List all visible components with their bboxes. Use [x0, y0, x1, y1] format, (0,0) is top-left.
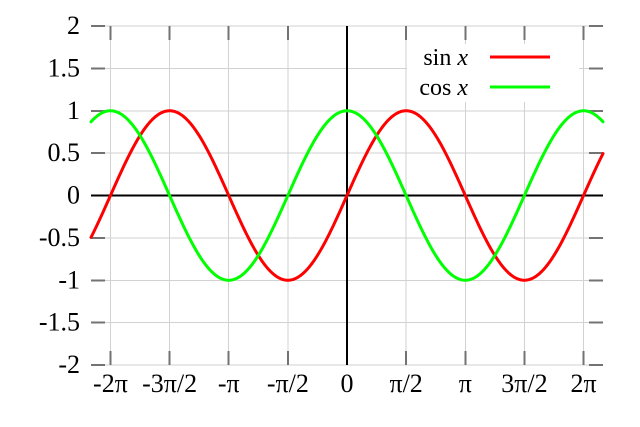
x-tick-label: 0 — [341, 369, 354, 398]
y-tick-label: -2 — [58, 350, 80, 379]
x-tick-label: 3π/2 — [501, 369, 547, 398]
y-tick-label: -1.5 — [39, 308, 80, 337]
y-tick-label: 0.5 — [48, 138, 81, 167]
y-tick-label: 1 — [67, 96, 80, 125]
x-tick-label: -π — [218, 369, 240, 398]
y-tick-label: -0.5 — [39, 223, 80, 252]
curves-layer — [89, 109, 605, 282]
x-tick-label: π — [459, 369, 472, 398]
legend-label-sin: sin x — [423, 45, 468, 71]
legend-background — [407, 44, 579, 102]
x-tick-label: -3π/2 — [142, 369, 197, 398]
legend-label-cos: cos x — [419, 75, 468, 101]
cos-curve — [89, 109, 605, 282]
y-tick-label: 0 — [67, 181, 80, 210]
tick-labels-layer: -2π -3π/2 -π -π/2 0 π/2 π 3π/2 2π -2 -1.5 -1 -0.5 0 0.… — [39, 11, 597, 398]
x-tick-label: -π/2 — [267, 369, 309, 398]
x-tick-label: π/2 — [389, 369, 422, 398]
y-tick-label: 2 — [67, 11, 80, 40]
legend-backdrop — [407, 44, 579, 102]
x-tick-label: -2π — [93, 369, 128, 398]
sin-curve — [89, 109, 605, 282]
y-tick-label: -1 — [58, 265, 80, 294]
x-tick-label: 2π — [570, 369, 596, 398]
legend: sin x cos x — [419, 45, 550, 101]
y-tick-label: 1.5 — [48, 53, 81, 82]
